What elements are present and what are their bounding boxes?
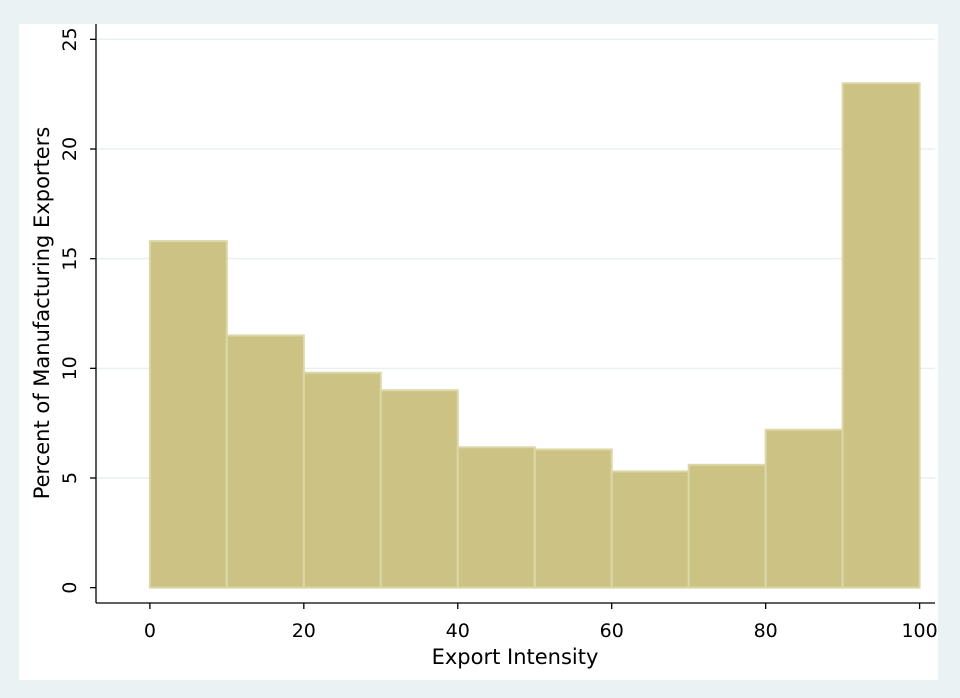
histogram-bar [148,240,228,589]
histogram-bar [533,448,613,589]
histogram-bar [302,371,382,589]
x-tick-label: 80 [754,620,778,642]
x-tick-label: 0 [144,620,156,642]
x-tick-label: 20 [292,620,316,642]
histogram-bar [456,446,536,589]
y-tick-label: 10 [59,356,81,380]
x-tick-label: 40 [446,620,470,642]
histogram-bar [225,334,305,589]
histogram-bar [764,428,844,589]
x-ticks: 0 20 40 60 80 100 [144,603,938,642]
histogram-bar [687,463,767,589]
y-ticks: 0 5 10 15 20 25 [59,27,96,594]
histogram-bar [379,389,459,589]
y-tick-label: 0 [59,582,81,594]
y-tick-label: 15 [59,247,81,271]
y-tick-label: 5 [59,472,81,484]
x-tick-label: 100 [901,620,937,642]
histogram-bar [841,82,921,589]
y-tick-label: 25 [59,27,81,51]
y-axis-title: Percent of Manufacturing Exporters [30,127,54,500]
axes [95,24,935,604]
bars [148,82,921,589]
y-tick-label: 20 [59,137,81,161]
x-tick-label: 60 [600,620,624,642]
histogram-bar [610,470,690,589]
x-axis-title: Export Intensity [432,645,599,669]
